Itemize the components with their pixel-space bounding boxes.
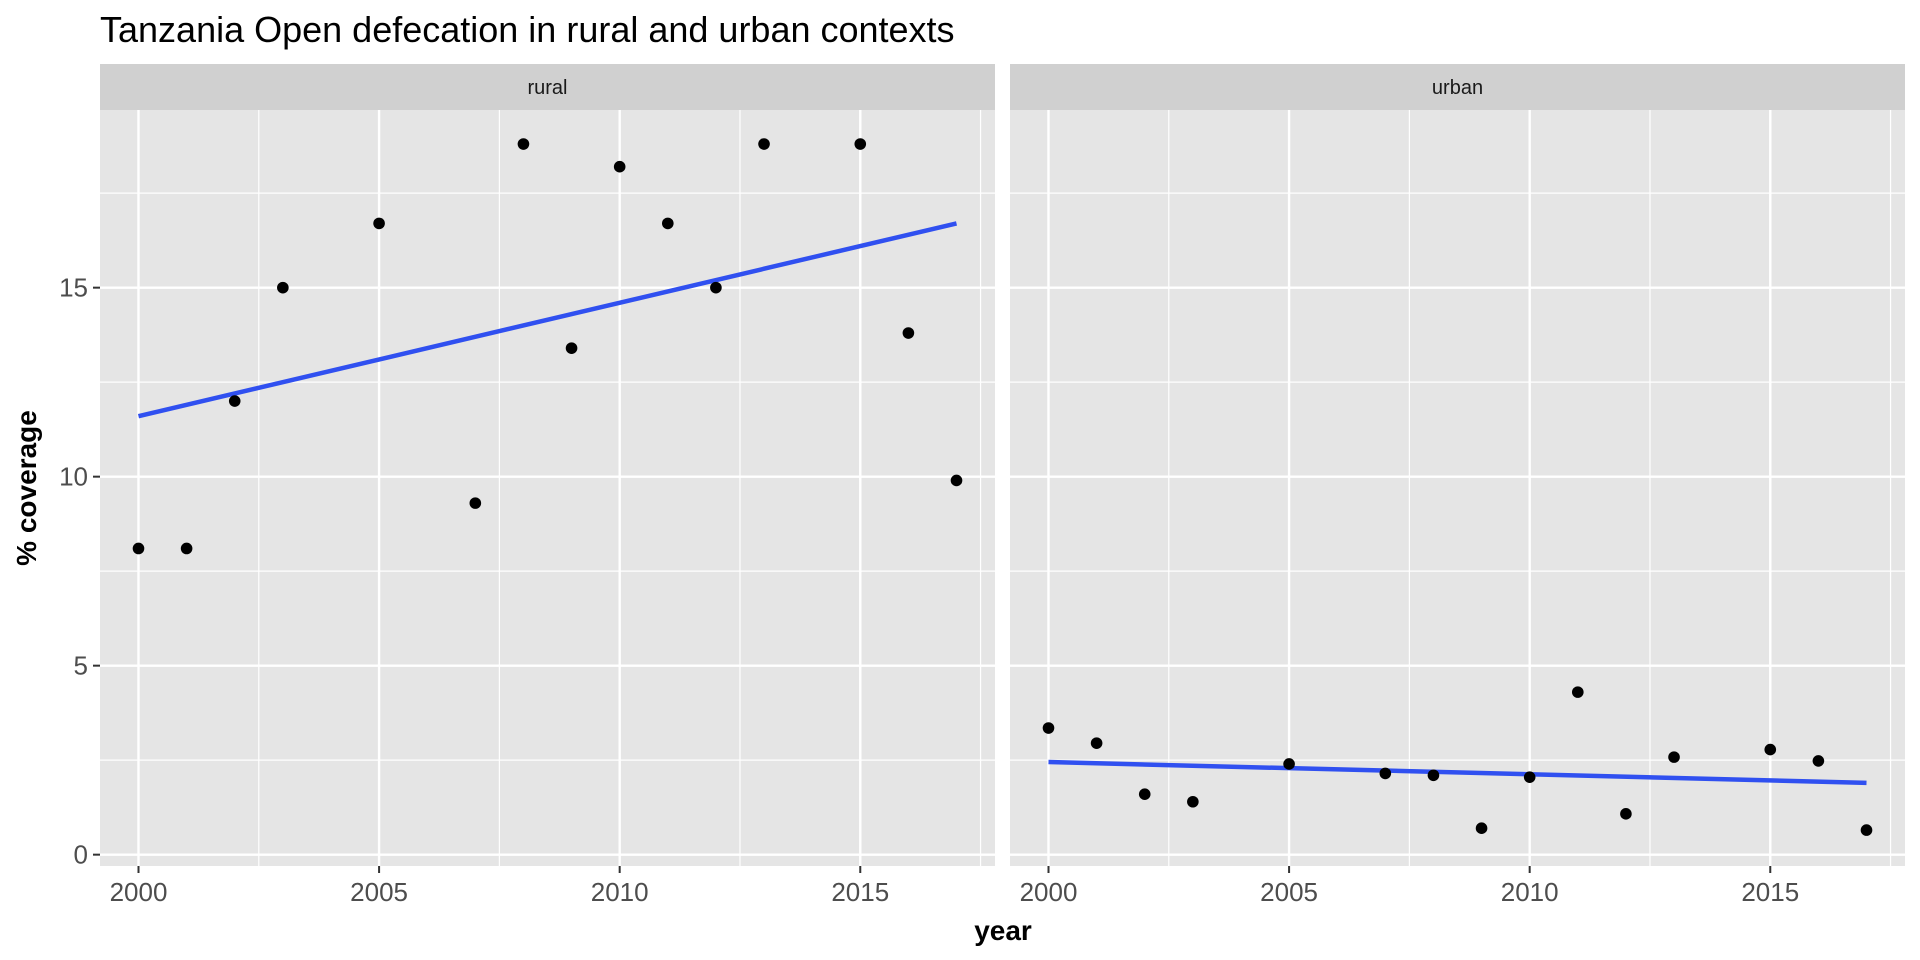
facet-strip-label: rural (527, 77, 567, 99)
y-tick-label: 5 (74, 651, 88, 681)
facet-panel-rural: rural 2000 2005 2010 2015 0 5 10 15 (59, 64, 995, 907)
data-point (180, 542, 193, 555)
x-tick-label: 2010 (1501, 877, 1559, 907)
data-point (613, 160, 626, 173)
data-point (228, 395, 241, 407)
data-point (277, 281, 289, 294)
data-point (661, 217, 674, 230)
data-point (902, 327, 915, 339)
y-axis-title: % coverage (11, 410, 42, 566)
data-point (1283, 758, 1295, 770)
chart-title: Tanzania Open defecation in rural and ur… (100, 9, 955, 50)
x-tick-label: 2005 (1260, 877, 1318, 907)
data-point (1620, 808, 1632, 820)
data-point (1764, 743, 1777, 756)
data-point (1812, 755, 1825, 767)
trend-line (137, 221, 958, 419)
data-point (758, 138, 770, 150)
data-point (1427, 769, 1440, 782)
facet-strip (1010, 64, 1905, 110)
y-tick-label: 10 (59, 462, 88, 492)
data-point (854, 138, 867, 150)
facet-panel-urban: urban 2000 2005 2010 2015 (1010, 64, 1905, 907)
x-tick-label: 2000 (110, 877, 168, 907)
data-point (1138, 788, 1151, 800)
data-point (1860, 824, 1873, 836)
data-point (1379, 767, 1392, 780)
data-point (950, 474, 963, 487)
data-point (517, 138, 530, 150)
x-tick-label: 2015 (831, 877, 889, 907)
data-point (1042, 722, 1055, 734)
data-point (132, 542, 145, 555)
x-tick-label: 2015 (1741, 877, 1799, 907)
y-tick-label: 15 (59, 273, 88, 303)
x-axis-title: year (974, 915, 1032, 946)
data-point (1475, 822, 1488, 834)
data-point (710, 281, 722, 294)
data-point (1187, 795, 1199, 808)
y-tick-label: 0 (74, 840, 88, 870)
facet-strip (100, 64, 995, 110)
data-point (1668, 751, 1680, 763)
data-point (373, 217, 385, 230)
data-point (1090, 737, 1103, 749)
facet-panels: rural 2000 2005 2010 2015 0 5 10 15 urban 2000 2005… (59, 64, 1905, 907)
panel-background (100, 110, 995, 866)
data-point (565, 342, 578, 354)
trend-line (1048, 759, 1867, 786)
panel-background (1010, 110, 1905, 866)
facet-strip-label: urban (1432, 77, 1483, 99)
x-tick-label: 2000 (1020, 877, 1078, 907)
data-point (469, 497, 482, 509)
data-point (1523, 771, 1536, 783)
x-tick-label: 2005 (350, 877, 408, 907)
data-point (1571, 686, 1584, 698)
x-tick-label: 2010 (591, 877, 649, 907)
